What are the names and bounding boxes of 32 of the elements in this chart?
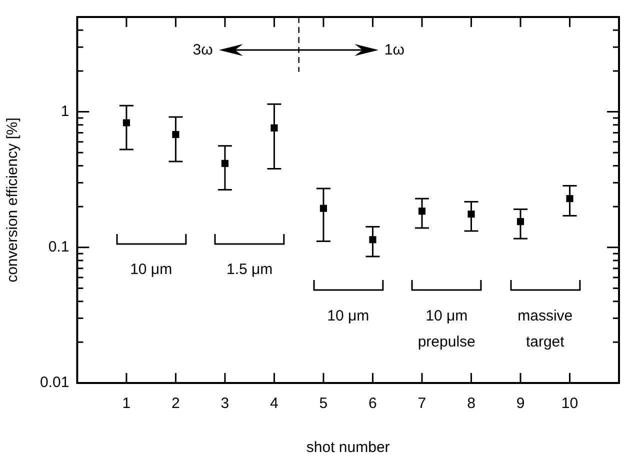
annotation: 1.5 μm — [226, 261, 273, 278]
x-tick-label: 2 — [172, 395, 180, 412]
x-tick-label: 9 — [516, 395, 525, 412]
x-tick-label: 1 — [122, 395, 131, 412]
x-tick-label: 4 — [270, 395, 278, 412]
point — [369, 236, 376, 244]
point — [172, 130, 180, 138]
annotation: massive target — [518, 308, 573, 351]
x-tick-label: 6 — [368, 395, 377, 412]
x-tick-label: 3 — [220, 395, 230, 412]
point — [516, 218, 524, 226]
x-tick-label: 7 — [418, 395, 426, 412]
y-tick-label: 0.1 — [48, 238, 70, 256]
point — [221, 160, 228, 167]
y-tick-label: 1 — [60, 102, 70, 120]
point — [418, 208, 426, 215]
point — [320, 204, 328, 212]
annotation: 3ω — [192, 41, 214, 58]
annotation: 10 μm prepulse — [418, 308, 476, 351]
annotation: 10 μm — [327, 308, 370, 325]
annotation: 1ω — [384, 41, 405, 58]
x-tick-label: 5 — [319, 395, 328, 412]
x-tick-label: 10 — [561, 395, 578, 412]
y-axis-title: conversion efficiency [%] — [4, 118, 22, 282]
x-axis-title: shot number — [306, 439, 390, 456]
x-tick-label: 8 — [467, 395, 476, 412]
point — [122, 119, 130, 126]
point — [270, 124, 278, 132]
point — [566, 195, 574, 202]
annotation: 10 μm — [130, 261, 172, 278]
point — [468, 210, 475, 218]
y-tick-label: 0.01 — [40, 374, 70, 392]
